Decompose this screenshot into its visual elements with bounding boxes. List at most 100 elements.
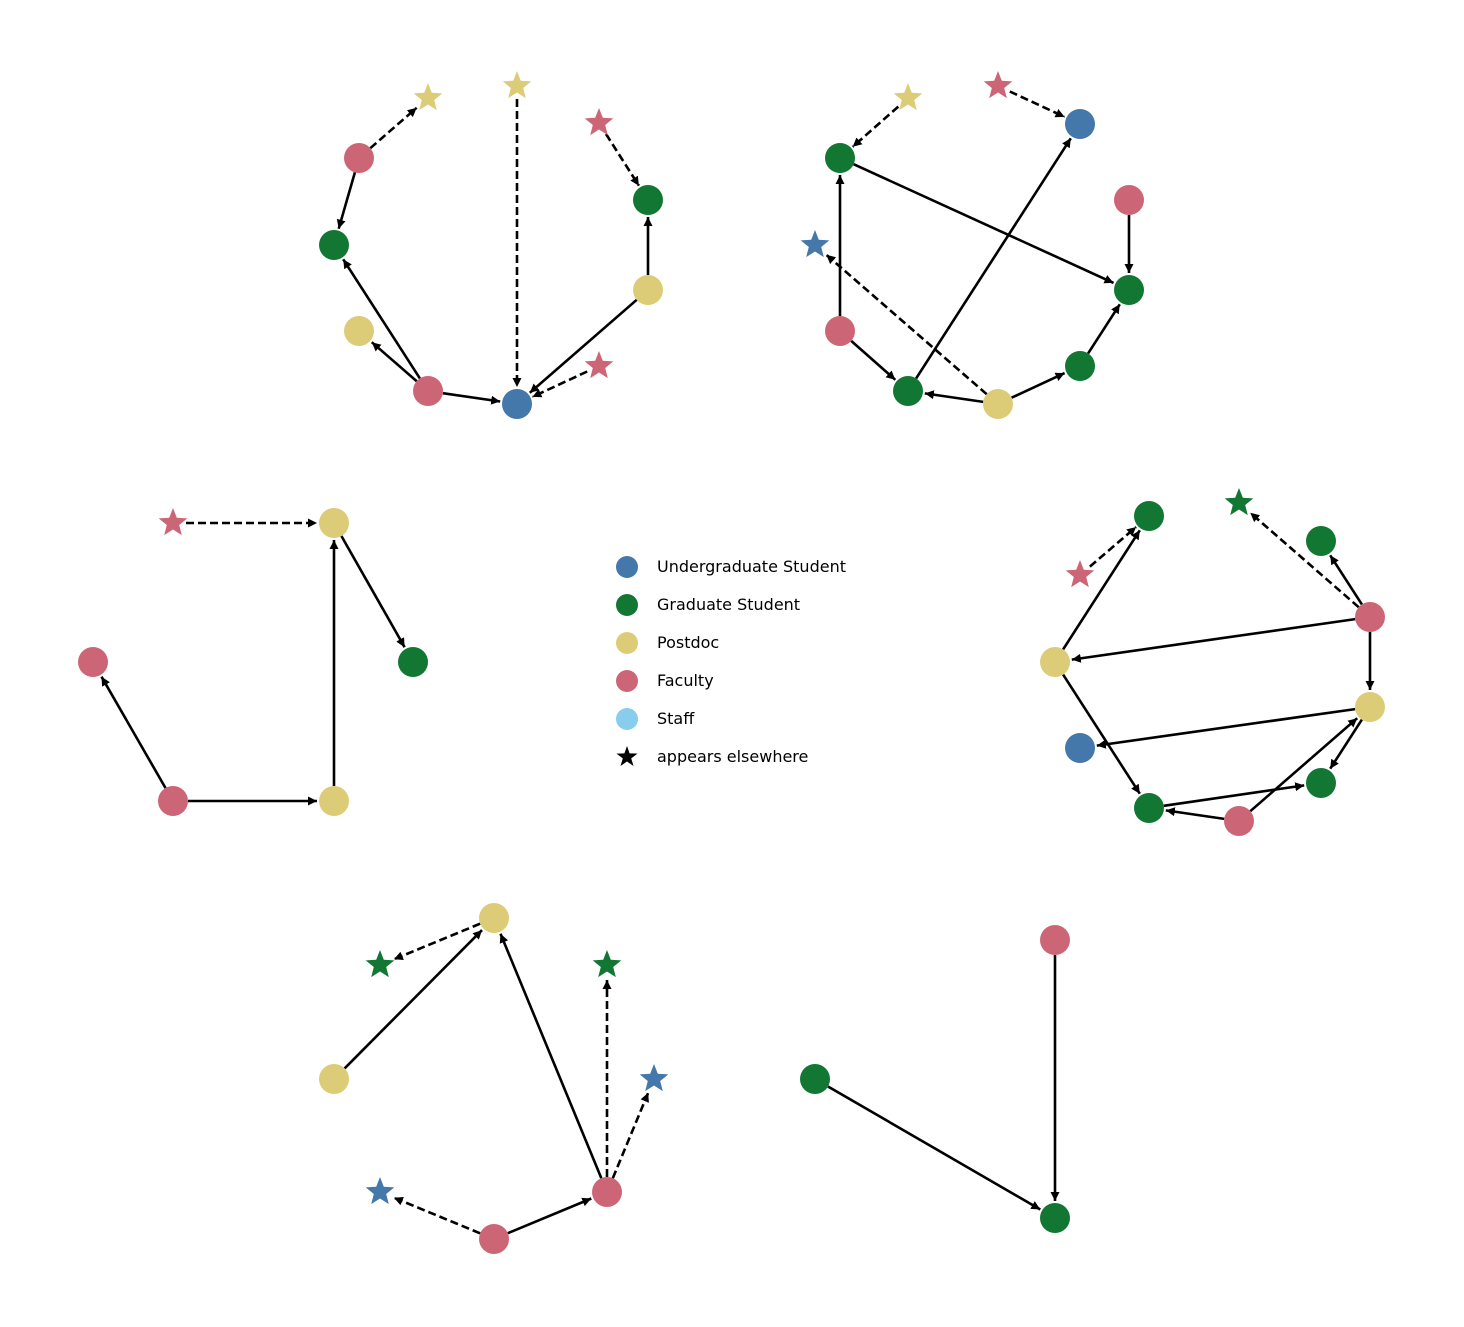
- node-postdoc-d5: [1040, 647, 1070, 677]
- node-star-faculty-b1: [983, 71, 1013, 99]
- node-star-faculty-c0: [158, 508, 188, 536]
- node-postdoc-e3: [319, 1064, 349, 1094]
- legend-label-undergraduate: Undergraduate Student: [657, 557, 846, 576]
- edge-d2-to-d0: [1089, 526, 1137, 568]
- node-faculty-c2: [78, 647, 108, 677]
- staff-dot: [616, 708, 638, 730]
- node-star-faculty-d2: [1065, 560, 1095, 588]
- node-graduate-d0: [1134, 501, 1164, 531]
- edge-a6-to-a4: [528, 298, 638, 394]
- edge-b8-to-b6: [1087, 303, 1121, 355]
- edge-d4-to-d5: [1071, 617, 1356, 663]
- edge-d4-to-d1: [1249, 511, 1360, 609]
- edge-d4-to-d3: [1329, 554, 1363, 606]
- edge-e3-to-e0: [343, 929, 483, 1070]
- node-postdoc-c1: [319, 508, 349, 538]
- edge-d10-to-d9: [1165, 807, 1225, 821]
- node-graduate-c3: [398, 647, 428, 677]
- edge-a3-to-a4: [442, 391, 501, 405]
- node-star-undergraduate-e5: [365, 1177, 395, 1205]
- edge-a0-to-a10: [369, 106, 418, 150]
- edge-b1-to-b2: [1009, 90, 1066, 119]
- graduate-dot: [616, 594, 638, 616]
- node-faculty-a3: [413, 376, 443, 406]
- postdoc-dot: [616, 632, 638, 654]
- faculty-marker-icon: [616, 670, 638, 692]
- edge-a3-to-a2: [370, 341, 418, 383]
- node-faculty-d4: [1355, 602, 1385, 632]
- node-undergraduate-d8: [1065, 733, 1095, 763]
- undergraduate-dot: [616, 556, 638, 578]
- edge-b0-to-b3: [851, 105, 900, 148]
- undergraduate-marker-icon: [616, 556, 638, 578]
- node-faculty-b4: [1114, 185, 1144, 215]
- node-star-graduate-e2: [592, 950, 622, 978]
- star-marker-icon: [616, 746, 638, 766]
- legend-label-staff: Staff: [657, 709, 695, 728]
- node-graduate-f2: [1040, 1203, 1070, 1233]
- edge-a3-to-a1: [342, 258, 421, 380]
- star-shape: [616, 746, 638, 766]
- node-graduate-d3: [1306, 526, 1336, 556]
- edge-d10-to-d6: [1249, 717, 1359, 813]
- node-undergraduate-a4: [502, 389, 532, 419]
- node-postdoc-e0: [479, 903, 509, 933]
- node-postdoc-c5: [319, 786, 349, 816]
- legend-label-postdoc: Postdoc: [657, 633, 720, 652]
- node-faculty-c4: [158, 786, 188, 816]
- edge-e7-to-e4: [611, 1092, 650, 1179]
- node-star-faculty-a8: [584, 108, 614, 136]
- edge-a8-to-a7: [604, 133, 640, 187]
- edge-c4-to-c2: [100, 676, 167, 789]
- node-undergraduate-b2: [1065, 109, 1095, 139]
- node-star-undergraduate-e4: [639, 1064, 669, 1092]
- node-faculty-d10: [1224, 806, 1254, 836]
- node-star-graduate-e1: [365, 950, 395, 978]
- edge-b10-to-b8: [1011, 371, 1066, 399]
- edge-e0-to-e1: [393, 922, 481, 961]
- node-star-postdoc-b0: [893, 83, 923, 111]
- legend-label-faculty: Faculty: [657, 671, 714, 690]
- edge-d6-to-d7: [1329, 718, 1363, 770]
- node-graduate-b3: [825, 143, 855, 173]
- node-faculty-f0: [1040, 925, 1070, 955]
- edge-f1-to-f2: [827, 1085, 1041, 1211]
- edge-b3-to-b6: [853, 163, 1115, 285]
- node-faculty-e7: [592, 1177, 622, 1207]
- faculty-dot: [616, 670, 638, 692]
- node-star-postdoc-a9: [502, 71, 532, 99]
- nodes-layer: [78, 71, 1385, 1254]
- node-graduate-b9: [893, 376, 923, 406]
- edge-c1-to-c3: [340, 535, 406, 648]
- edge-d5-to-d0: [1062, 529, 1141, 651]
- node-graduate-b6: [1114, 275, 1144, 305]
- staff-marker-icon: [616, 708, 638, 730]
- postdoc-marker-icon: [616, 632, 638, 654]
- edge-d9-to-d7: [1163, 782, 1305, 808]
- edge-e6-to-e7: [507, 1197, 592, 1235]
- graduate-marker-icon: [616, 594, 638, 616]
- node-star-faculty-a5: [584, 351, 614, 379]
- legend-label-graduate: Graduate Student: [657, 595, 801, 614]
- edge-d6-to-d8: [1096, 707, 1356, 749]
- node-postdoc-d6: [1355, 692, 1385, 722]
- node-postdoc-a6: [633, 275, 663, 305]
- node-graduate-a1: [319, 230, 349, 260]
- edge-a0-to-a1: [336, 172, 357, 230]
- node-faculty-a0: [344, 143, 374, 173]
- edge-b7-to-b9: [850, 339, 897, 381]
- edge-b10-to-b9: [924, 390, 984, 404]
- node-graduate-f1: [800, 1064, 830, 1094]
- edge-b9-to-b2: [915, 137, 1072, 380]
- node-graduate-d7: [1306, 768, 1336, 798]
- node-postdoc-a2: [344, 316, 374, 346]
- node-star-graduate-d1: [1224, 488, 1254, 516]
- edge-e6-to-e5: [393, 1196, 481, 1235]
- node-postdoc-b10: [983, 389, 1013, 419]
- legend-label-appears-elsewhere: appears elsewhere: [657, 747, 809, 766]
- edges-layer: [100, 90, 1375, 1235]
- node-faculty-b7: [825, 316, 855, 346]
- node-graduate-a7: [633, 185, 663, 215]
- node-faculty-e6: [479, 1224, 509, 1254]
